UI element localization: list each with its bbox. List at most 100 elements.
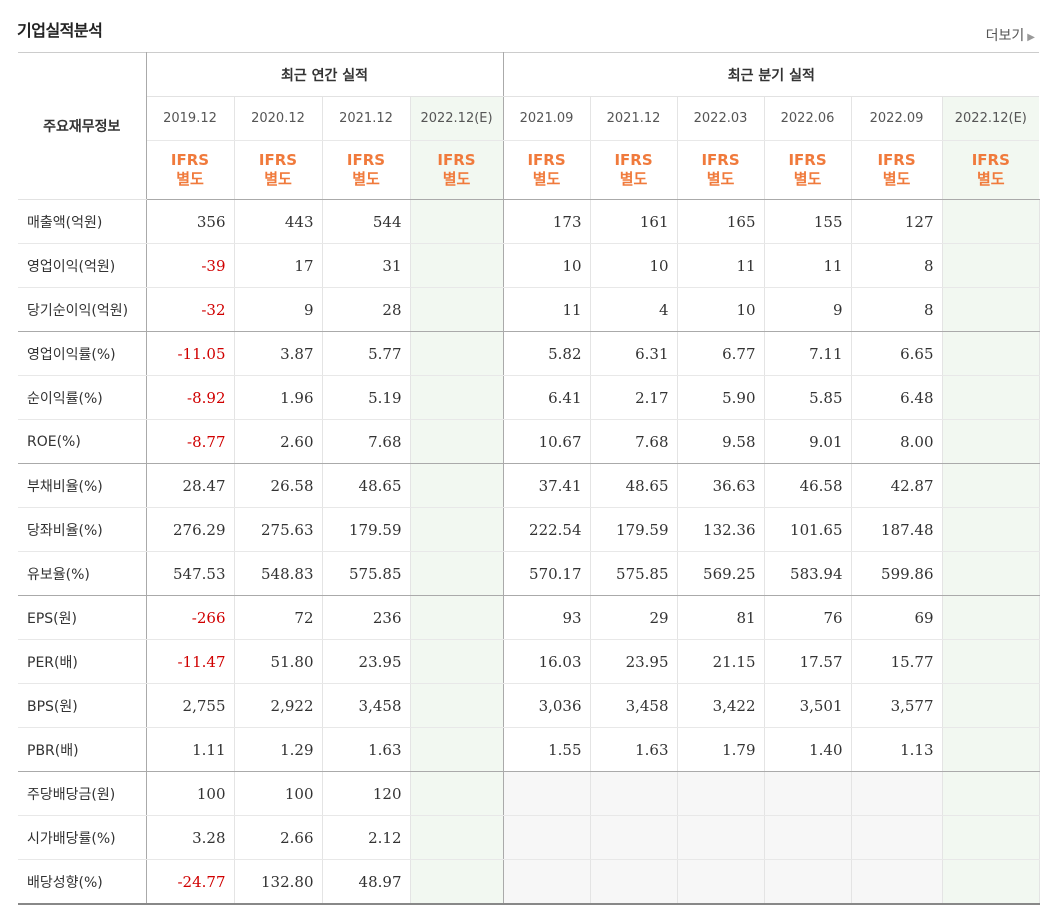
table-cell: 127 <box>851 199 943 244</box>
table-cell: 1.96 <box>234 375 323 420</box>
table-cell: 1.55 <box>503 727 591 772</box>
table-row: 주당배당금(원) 100 100 120 <box>18 771 1040 816</box>
table-cell: 3,501 <box>764 683 852 728</box>
period-header: 2020.12 <box>234 96 323 141</box>
table-cell: 1.79 <box>677 727 765 772</box>
table-cell <box>410 243 504 288</box>
row-label: 배당성향(%) <box>18 859 147 905</box>
table-cell: 575.85 <box>590 551 678 596</box>
table-cell: 5.77 <box>322 331 411 376</box>
period-header: 2022.06 <box>764 96 852 141</box>
chevron-right-icon: ▶ <box>1027 32 1035 43</box>
row-label: 시가배당률(%) <box>18 815 147 860</box>
table-row: 배당성향(%) -24.77 132.80 48.97 <box>18 859 1040 905</box>
ifrs-label: IFRS <box>788 151 827 169</box>
table-cell: 36.63 <box>677 463 765 508</box>
table-cell <box>942 331 1040 376</box>
table-cell: -32 <box>146 287 235 332</box>
table-cell: -11.47 <box>146 639 235 684</box>
table-cell: 3,036 <box>503 683 591 728</box>
table-cell: -266 <box>146 595 235 640</box>
table-cell: 28 <box>322 287 411 332</box>
table-cell <box>410 771 504 816</box>
table-cell <box>410 463 504 508</box>
table-row: 순이익률(%) -8.92 1.96 5.19 6.41 2.17 5.90 5.85 6.48 <box>18 375 1040 420</box>
table-cell <box>942 815 1040 860</box>
period-header: 2022.09 <box>851 96 943 141</box>
table-cell: 48.97 <box>322 859 411 905</box>
table-row: 매출액(억원) 356 443 544 173 161 165 155 127 <box>18 199 1040 244</box>
table-cell <box>503 859 591 905</box>
table-cell: 1.40 <box>764 727 852 772</box>
table-cell: 132.80 <box>234 859 323 905</box>
table-cell: 569.25 <box>677 551 765 596</box>
table-cell: 10 <box>590 243 678 288</box>
table-cell: 547.53 <box>146 551 235 596</box>
separate-label: 별도 <box>882 170 911 188</box>
table-cell <box>942 771 1040 816</box>
table-cell: 5.85 <box>764 375 852 420</box>
more-link[interactable]: 더보기 ▶ <box>986 25 1035 45</box>
separate-label: 별도 <box>619 170 648 188</box>
table-cell: 275.63 <box>234 507 323 552</box>
table-cell <box>410 287 504 332</box>
table-cell: 10.67 <box>503 419 591 464</box>
table-cell <box>764 859 852 905</box>
period-header: 2022.03 <box>677 96 765 141</box>
table-cell: 2,755 <box>146 683 235 728</box>
table-cell: 2.17 <box>590 375 678 420</box>
table-cell <box>942 243 1040 288</box>
accounting-basis: IFRS 별도 <box>410 140 504 200</box>
table-cell: 276.29 <box>146 507 235 552</box>
table-cell: 100 <box>234 771 323 816</box>
table-cell: 1.13 <box>851 727 943 772</box>
table-cell: 9 <box>764 287 852 332</box>
table-cell <box>590 859 678 905</box>
table-row: 시가배당률(%) 3.28 2.66 2.12 <box>18 815 1040 860</box>
table-cell <box>851 771 943 816</box>
table-cell <box>410 727 504 772</box>
table-cell: 26.58 <box>234 463 323 508</box>
table-cell: 48.65 <box>322 463 411 508</box>
ifrs-label: IFRS <box>346 151 386 169</box>
table-cell: 17.57 <box>764 639 852 684</box>
table-cell <box>942 375 1040 420</box>
table-row: 영업이익률(%) -11.05 3.87 5.77 5.82 6.31 6.77 7.11 6.… <box>18 331 1040 376</box>
table-cell <box>410 507 504 552</box>
table-row: 당기순이익(억원) -32 9 28 11 4 10 9 8 <box>18 287 1040 332</box>
table-cell <box>942 727 1040 772</box>
table-cell: 222.54 <box>503 507 591 552</box>
table-cell: 21.15 <box>677 639 765 684</box>
table-cell: 165 <box>677 199 765 244</box>
table-cell: 2,922 <box>234 683 323 728</box>
table-cell <box>942 507 1040 552</box>
table-cell: 5.82 <box>503 331 591 376</box>
table-cell: 570.17 <box>503 551 591 596</box>
table-cell: 101.65 <box>764 507 852 552</box>
table-cell: 3,458 <box>590 683 678 728</box>
table-cell: 93 <box>503 595 591 640</box>
table-cell: 100 <box>146 771 235 816</box>
period-header: 2021.12 <box>322 96 411 141</box>
page-title: 기업실적분석 <box>17 21 103 40</box>
row-label: 당좌비율(%) <box>18 507 147 552</box>
accounting-basis: IFRS 별도 <box>851 140 943 200</box>
accounting-basis: IFRS 별도 <box>503 140 591 200</box>
group-quarter: 최근 분기 실적 <box>503 52 1040 97</box>
table-cell: 3.28 <box>146 815 235 860</box>
table-cell: 3,422 <box>677 683 765 728</box>
table-cell: 132.36 <box>677 507 765 552</box>
separate-label: 별도 <box>532 170 561 188</box>
table-cell: 42.87 <box>851 463 943 508</box>
period-header: 2022.12(E) <box>410 96 504 141</box>
row-label: PER(배) <box>18 639 147 684</box>
table-cell: 179.59 <box>590 507 678 552</box>
table-cell <box>942 595 1040 640</box>
accounting-basis: IFRS 별도 <box>942 140 1040 200</box>
table-cell: 37.41 <box>503 463 591 508</box>
table-row: PBR(배) 1.11 1.29 1.63 1.55 1.63 1.79 1.40 1.13 <box>18 727 1040 772</box>
table-cell: 8.00 <box>851 419 943 464</box>
table-cell <box>410 419 504 464</box>
table-cell: 76 <box>764 595 852 640</box>
table-cell <box>942 683 1040 728</box>
